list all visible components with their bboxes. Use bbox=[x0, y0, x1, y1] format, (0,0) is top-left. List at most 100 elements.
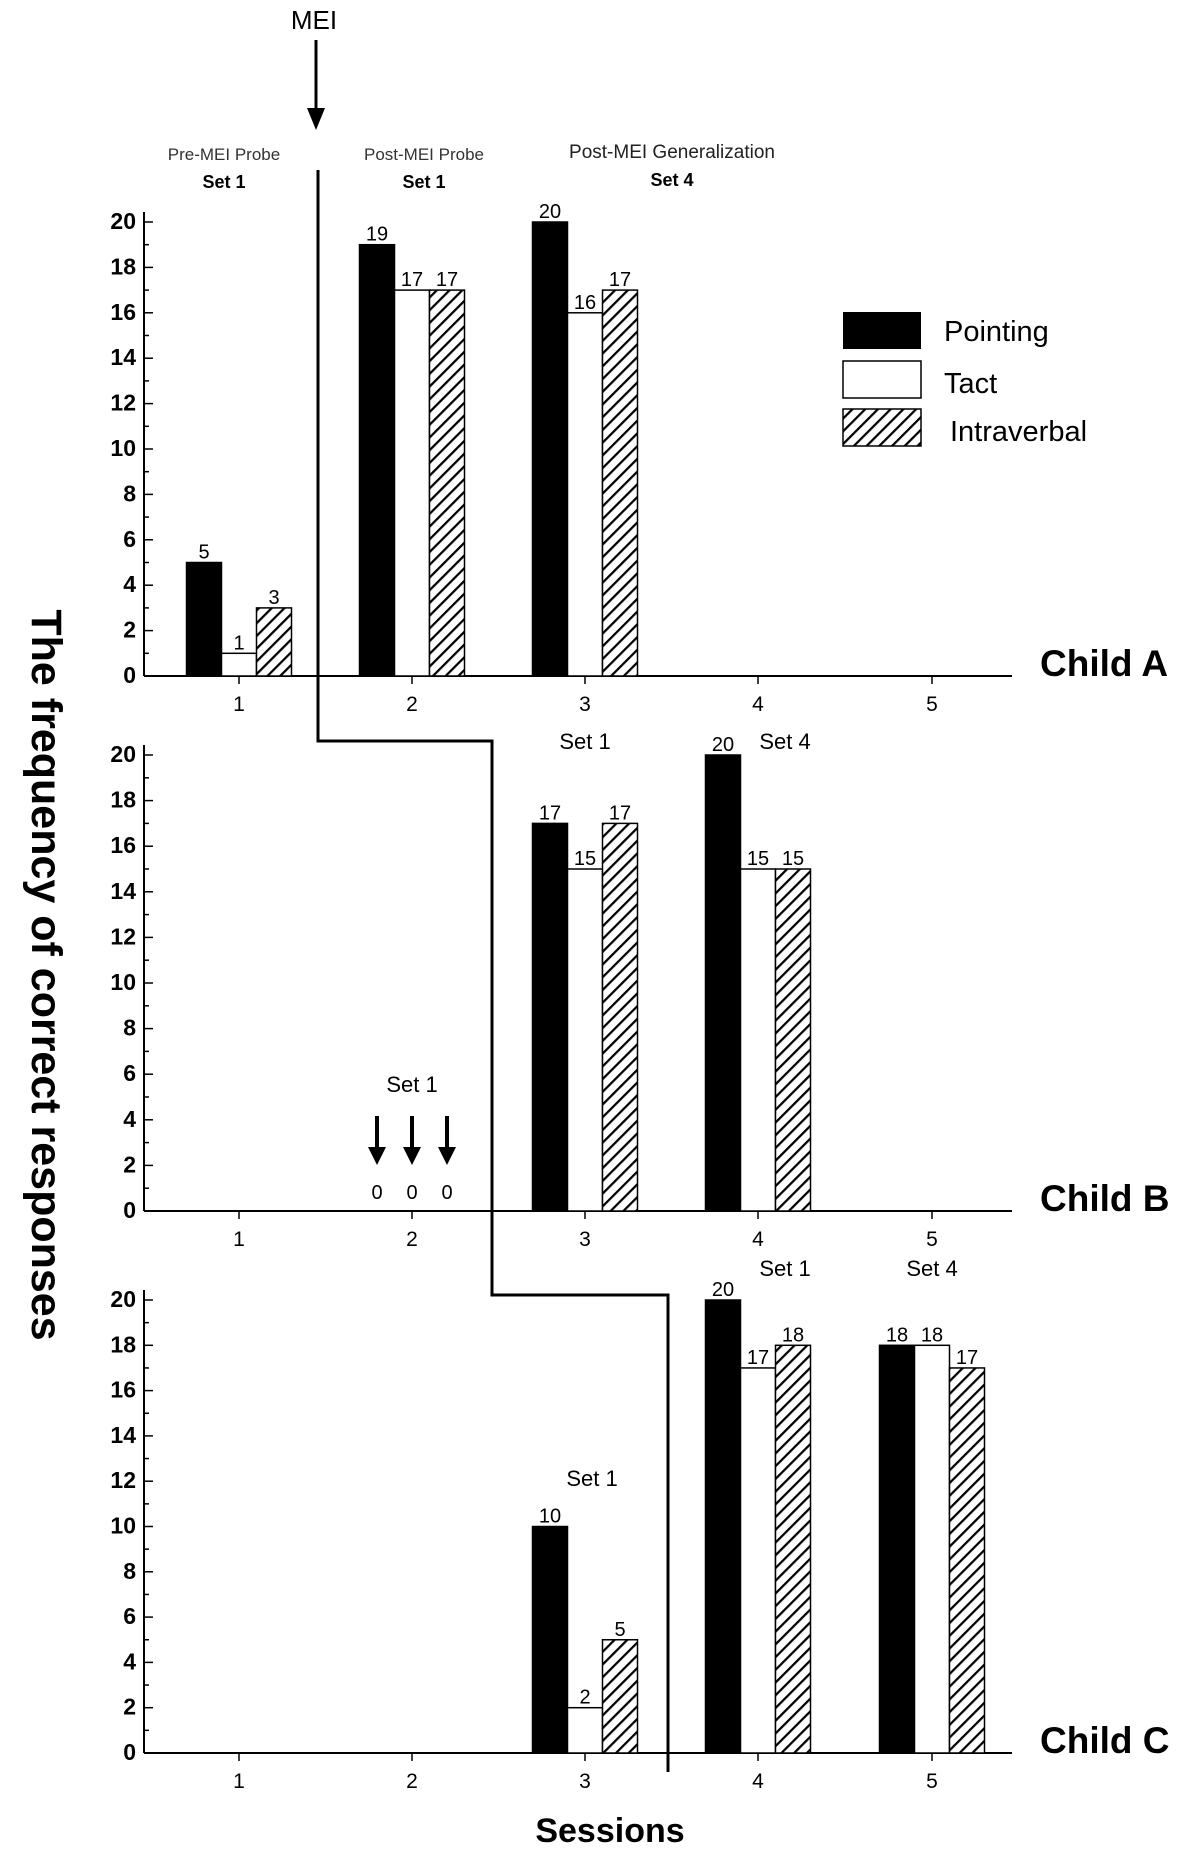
x-tick-label: 1 bbox=[233, 693, 245, 716]
x-tick-label: 2 bbox=[406, 1770, 418, 1793]
y-tick-label: 10 bbox=[110, 1513, 136, 1539]
phase-change-line bbox=[307, 40, 670, 1772]
x-tick-label: 2 bbox=[406, 1228, 418, 1251]
legend-swatch-intraverbal bbox=[842, 408, 922, 447]
phase-annotation: Pre-MEI Probe bbox=[168, 145, 280, 164]
bar-intraverbal bbox=[774, 1344, 812, 1754]
phase-annotation: Set 1 bbox=[759, 1256, 810, 1281]
bar-tact bbox=[913, 1344, 951, 1754]
legend-swatch-tact bbox=[842, 360, 922, 399]
phase-line bbox=[316, 170, 670, 1772]
phase-annotation: Set 4 bbox=[650, 170, 693, 190]
bar-intraverbal bbox=[255, 607, 293, 677]
zero-arrow-head bbox=[438, 1147, 456, 1165]
bar-intraverbal bbox=[948, 1367, 986, 1754]
y-tick-label: 16 bbox=[110, 832, 136, 858]
phase-annotation: Set 1 bbox=[402, 172, 445, 192]
x-tick-label: 5 bbox=[926, 1770, 938, 1793]
data-label: 3 bbox=[268, 587, 279, 609]
data-label: 15 bbox=[747, 848, 769, 870]
y-tick-label: 12 bbox=[110, 923, 136, 949]
data-label: 16 bbox=[574, 292, 596, 314]
bar-tact bbox=[393, 289, 431, 677]
data-label: 20 bbox=[712, 734, 734, 756]
y-tick-label: 16 bbox=[110, 299, 136, 325]
bar-tact bbox=[220, 652, 258, 677]
data-label: 15 bbox=[782, 848, 804, 870]
x-tick-label: 4 bbox=[752, 1770, 764, 1793]
y-tick-label: 20 bbox=[110, 741, 136, 767]
x-axis-title: Sessions bbox=[535, 1812, 684, 1850]
bar-pointing bbox=[878, 1344, 916, 1754]
y-tick-label: 14 bbox=[110, 1422, 136, 1448]
y-tick-label: 8 bbox=[123, 480, 136, 506]
bar-intraverbal bbox=[601, 289, 639, 677]
data-label: 5 bbox=[614, 1619, 625, 1641]
bar-pointing bbox=[704, 754, 742, 1212]
y-tick-label: 8 bbox=[123, 1558, 136, 1584]
legend-label-pointing: Pointing bbox=[944, 316, 1049, 348]
x-tick-label: 4 bbox=[752, 1228, 764, 1251]
panel-label: Child C bbox=[1040, 1720, 1169, 1761]
y-tick-label: 2 bbox=[123, 1151, 136, 1177]
phase-annotation: Set 4 bbox=[906, 1256, 957, 1281]
data-label: 17 bbox=[436, 269, 458, 291]
y-tick-label: 18 bbox=[110, 1331, 136, 1357]
phase-annotation: Set 4 bbox=[759, 729, 810, 754]
bar-tact bbox=[739, 868, 777, 1212]
bar-intraverbal bbox=[601, 1639, 639, 1754]
data-label: 1 bbox=[233, 632, 244, 654]
x-tick-label: 3 bbox=[579, 1228, 591, 1251]
y-tick-label: 4 bbox=[123, 571, 136, 597]
bar-intraverbal bbox=[774, 868, 812, 1212]
data-label: 17 bbox=[401, 269, 423, 291]
data-label: 15 bbox=[574, 848, 596, 870]
y-tick-label: 2 bbox=[123, 617, 136, 643]
data-label: 5 bbox=[198, 542, 209, 564]
x-tick-label: 1 bbox=[233, 1770, 245, 1793]
y-tick-label: 14 bbox=[110, 878, 136, 904]
phase-annotation: Set 1 bbox=[202, 172, 245, 192]
panel-label: Child B bbox=[1040, 1178, 1169, 1219]
data-label: 0 bbox=[371, 1182, 382, 1204]
y-tick-label: 6 bbox=[123, 526, 136, 552]
zero-arrow-head bbox=[368, 1147, 386, 1165]
y-tick-label: 10 bbox=[110, 969, 136, 995]
phase-annotation: Post-MEI Generalization bbox=[569, 142, 775, 163]
y-tick-label: 20 bbox=[110, 208, 136, 234]
bar-tact bbox=[739, 1367, 777, 1754]
x-tick-label: 5 bbox=[926, 693, 938, 716]
y-tick-label: 14 bbox=[110, 344, 136, 370]
x-tick-label: 3 bbox=[579, 1770, 591, 1793]
bar-pointing bbox=[704, 1299, 742, 1754]
y-tick-label: 16 bbox=[110, 1377, 136, 1403]
data-label: 17 bbox=[956, 1347, 978, 1369]
bar-pointing bbox=[185, 561, 223, 677]
legend-label-intraverbal: Intraverbal bbox=[950, 416, 1087, 448]
data-label: 18 bbox=[921, 1324, 943, 1346]
zero-arrow-head bbox=[403, 1147, 421, 1165]
y-tick-label: 6 bbox=[123, 1603, 136, 1629]
mei-arrow-head bbox=[307, 108, 325, 130]
y-tick-label: 8 bbox=[123, 1015, 136, 1041]
legend-label-tact: Tact bbox=[944, 368, 997, 400]
data-label: 18 bbox=[886, 1324, 908, 1346]
panel-label: Child A bbox=[1040, 643, 1168, 684]
data-label: 20 bbox=[539, 201, 561, 223]
phase-annotation: Set 1 bbox=[566, 1466, 617, 1491]
data-label: 10 bbox=[539, 1506, 561, 1528]
bar-tact bbox=[566, 868, 604, 1212]
legend: Pointing Tact Intraverbal bbox=[842, 312, 1087, 448]
phase-annotation: Set 1 bbox=[559, 729, 610, 754]
phase-line-label: MEI bbox=[291, 5, 337, 35]
y-tick-label: 2 bbox=[123, 1694, 136, 1720]
y-tick-label: 12 bbox=[110, 1467, 136, 1493]
data-label: 17 bbox=[609, 269, 631, 291]
y-tick-label: 20 bbox=[110, 1286, 136, 1312]
data-label: 18 bbox=[782, 1324, 804, 1346]
legend-swatch-pointing bbox=[843, 312, 921, 349]
y-tick-label: 0 bbox=[123, 1197, 136, 1223]
bar-pointing bbox=[531, 221, 569, 677]
